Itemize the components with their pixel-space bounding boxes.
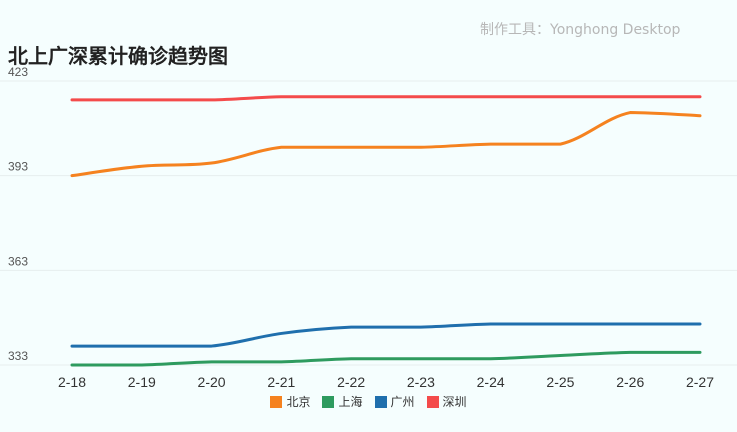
x-tick-label: 2-26 <box>616 374 644 390</box>
legend-swatch <box>270 395 283 408</box>
chart-title: 北上广深累计确诊趋势图 <box>8 44 228 68</box>
legend-swatch <box>322 395 335 408</box>
legend-swatch <box>374 395 387 408</box>
x-tick-label: 2-27 <box>686 374 714 390</box>
x-tick-label: 2-23 <box>407 374 435 390</box>
legend-item-0[interactable]: 北京 <box>270 393 310 410</box>
series-line-1[interactable] <box>70 350 702 367</box>
y-tick-label: 363 <box>8 254 28 268</box>
y-tick-label: 393 <box>8 160 28 174</box>
legend-item-3[interactable]: 深圳 <box>426 393 467 410</box>
legend-label: 广州 <box>390 395 415 409</box>
x-tick-label: 2-24 <box>477 374 505 390</box>
x-tick-label: 2-20 <box>198 374 226 390</box>
x-tick-label: 2-21 <box>267 374 295 390</box>
series-line-2[interactable] <box>70 322 702 348</box>
y-tick-label: 333 <box>8 349 28 363</box>
legend-label: 上海 <box>338 395 363 409</box>
series-line-3[interactable] <box>70 95 702 102</box>
x-tick-label: 2-22 <box>337 374 365 390</box>
legend-item-1[interactable]: 上海 <box>322 393 363 410</box>
legend-swatch <box>426 395 439 408</box>
legend: 北京 上海 广州 深圳 <box>0 393 737 410</box>
watermark: 制作工具：Yonghong Desktop <box>480 22 681 38</box>
legend-label: 深圳 <box>442 395 467 409</box>
x-tick-label: 2-19 <box>128 374 156 390</box>
legend-item-2[interactable]: 广州 <box>374 393 415 410</box>
x-tick-label: 2-25 <box>546 374 574 390</box>
x-tick-label: 2-18 <box>58 374 86 390</box>
series-line-0[interactable] <box>70 111 702 178</box>
legend-label: 北京 <box>286 395 311 409</box>
y-tick-label: 423 <box>8 65 28 79</box>
